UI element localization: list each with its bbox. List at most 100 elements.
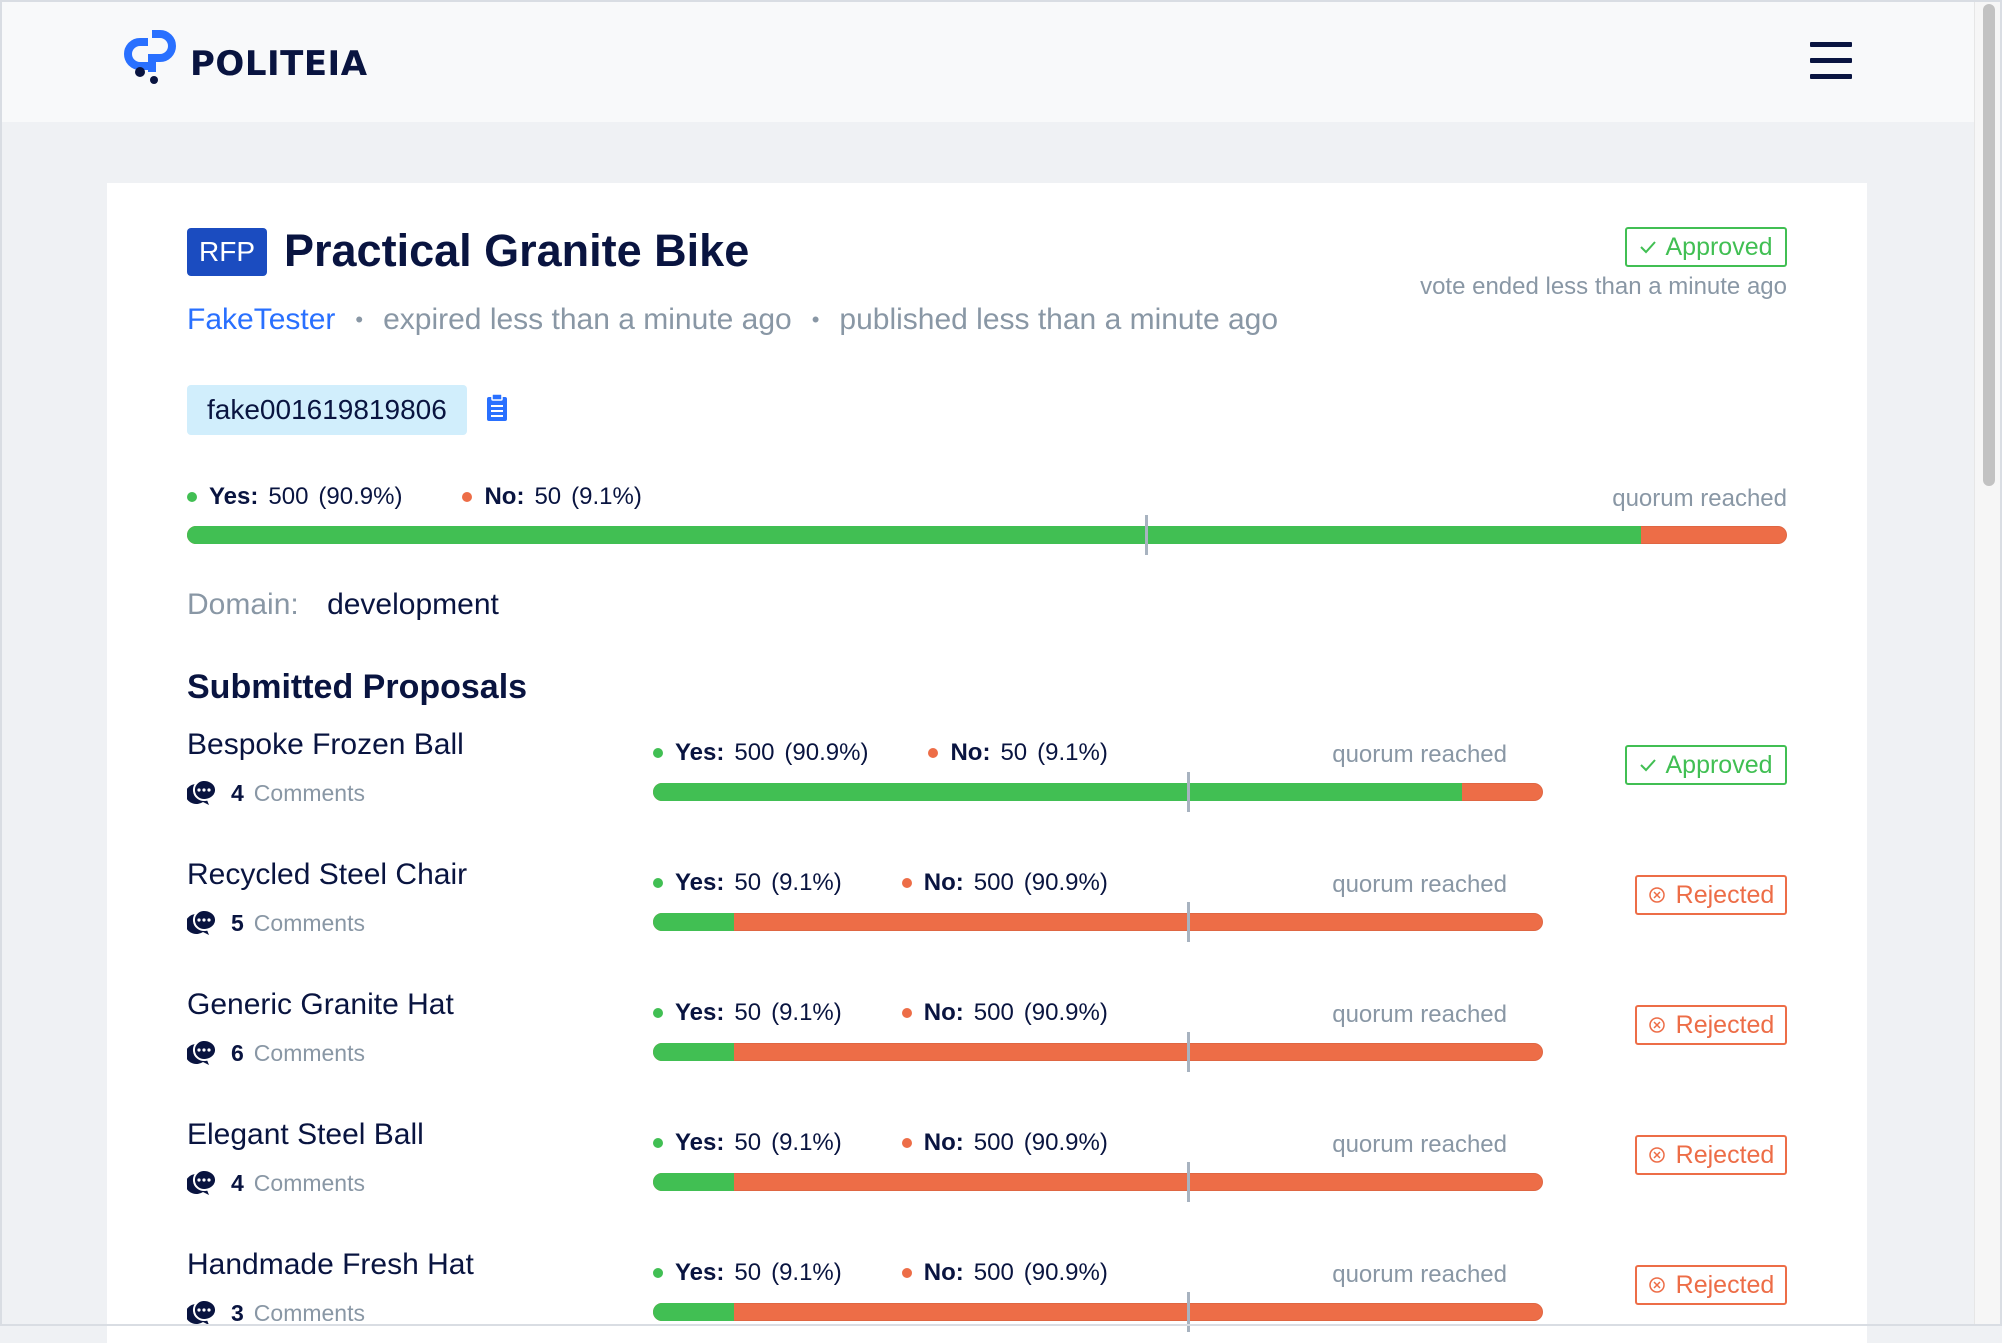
comments-count: 4 bbox=[231, 779, 244, 806]
no-percent: (90.9%) bbox=[1023, 1259, 1108, 1286]
proposal-vote-bar bbox=[653, 1043, 1543, 1061]
yes-percent: (9.1%) bbox=[771, 1259, 842, 1286]
proposal-vote-legend: Yes: 50 (9.1%) No: 500 (90.9%) bbox=[653, 999, 1108, 1027]
no-count: 50 bbox=[1000, 739, 1028, 766]
rfp-card: RFP Practical Granite Bike Approved vote… bbox=[107, 183, 1867, 1343]
comments-link[interactable]: 6 Comments bbox=[187, 1038, 365, 1068]
comments-link[interactable]: 3 Comments bbox=[187, 1298, 365, 1328]
submitted-proposals-heading: Submitted Proposals bbox=[187, 668, 528, 706]
yes-count: 50 bbox=[734, 1259, 762, 1286]
status-label: Rejected bbox=[1675, 1140, 1775, 1169]
comments-link[interactable]: 5 Comments bbox=[187, 908, 365, 938]
proposal-name[interactable]: Recycled Steel Chair bbox=[187, 858, 468, 891]
no-dot bbox=[901, 1268, 912, 1278]
proposal-name[interactable]: Bespoke Frozen Ball bbox=[187, 728, 464, 761]
top-header: POLITEIA bbox=[0, 0, 1974, 122]
no-percent: (9.1%) bbox=[1037, 739, 1108, 766]
yes-bar-fill bbox=[653, 1173, 734, 1191]
comments-label: Comments bbox=[253, 779, 365, 806]
expired-text: expired less than a minute ago bbox=[383, 303, 792, 336]
quorum-marker bbox=[1187, 1032, 1190, 1072]
scrollbar-thumb[interactable] bbox=[1983, 4, 1995, 486]
no-dot bbox=[928, 748, 939, 758]
logo-text: POLITEIA bbox=[190, 44, 368, 84]
domain-label: Domain: bbox=[187, 588, 299, 621]
no-percent: (9.1%) bbox=[571, 483, 642, 510]
yes-dot bbox=[653, 1268, 663, 1278]
rejected-circle-x-icon bbox=[1648, 1147, 1665, 1163]
proposal-status-badge: Rejected bbox=[1635, 1135, 1787, 1175]
comments-label: Comments bbox=[253, 909, 365, 936]
comments-count: 3 bbox=[231, 1299, 244, 1326]
comments-count: 6 bbox=[231, 1039, 244, 1066]
rejected-circle-x-icon bbox=[1648, 887, 1665, 903]
yes-bar-fill bbox=[187, 526, 1642, 544]
no-percent: (90.9%) bbox=[1023, 869, 1108, 896]
yes-count: 500 bbox=[734, 739, 775, 766]
proposal-name[interactable]: Handmade Fresh Hat bbox=[187, 1248, 474, 1281]
proposal-vote-legend: Yes: 50 (9.1%) No: 500 (90.9%) bbox=[653, 1129, 1108, 1157]
quorum-status: quorum reached bbox=[1332, 1131, 1507, 1158]
check-icon bbox=[1640, 759, 1657, 772]
quorum-marker bbox=[1187, 1292, 1190, 1332]
comments-label: Comments bbox=[253, 1299, 365, 1326]
rfp-vote-bar bbox=[187, 526, 1787, 544]
proposal-title[interactable]: Practical Granite Bike bbox=[284, 225, 750, 276]
proposal-meta: FakeTester • expired less than a minute … bbox=[187, 303, 1278, 337]
no-label: No: bbox=[923, 1259, 964, 1286]
yes-percent: (9.1%) bbox=[771, 999, 842, 1026]
vote-ended-text: vote ended less than a minute ago bbox=[1420, 273, 1787, 300]
separator-dot: • bbox=[811, 307, 820, 332]
no-label: No: bbox=[923, 869, 964, 896]
proposal-vote-bar bbox=[653, 913, 1543, 931]
rfp-status-badge: Approved bbox=[1625, 227, 1787, 267]
yes-count: 500 bbox=[268, 483, 309, 510]
clipboard-copy-icon[interactable] bbox=[485, 393, 509, 423]
no-count: 500 bbox=[973, 1259, 1014, 1286]
no-percent: (90.9%) bbox=[1023, 999, 1108, 1026]
comments-count: 5 bbox=[231, 909, 244, 936]
proposal-status-badge: Rejected bbox=[1635, 875, 1787, 915]
proposal-name[interactable]: Generic Granite Hat bbox=[187, 988, 454, 1021]
comments-link[interactable]: 4 Comments bbox=[187, 1168, 365, 1198]
no-count: 500 bbox=[973, 869, 1014, 896]
yes-count: 50 bbox=[734, 999, 762, 1026]
no-percent: (90.9%) bbox=[1023, 1129, 1108, 1156]
yes-bar-fill bbox=[653, 783, 1462, 801]
no-label: No: bbox=[950, 739, 991, 766]
quorum-marker bbox=[1187, 902, 1190, 942]
yes-label: Yes: bbox=[675, 739, 725, 766]
politeia-logo[interactable]: POLITEIA bbox=[118, 28, 368, 88]
hamburger-menu-icon[interactable] bbox=[1810, 42, 1854, 80]
yes-percent: (9.1%) bbox=[771, 869, 842, 896]
rejected-circle-x-icon bbox=[1648, 1017, 1665, 1033]
no-label: No: bbox=[484, 483, 525, 510]
politeia-logo-icon bbox=[124, 30, 176, 84]
no-count: 500 bbox=[973, 999, 1014, 1026]
yes-count: 50 bbox=[734, 1129, 762, 1156]
proposal-vote-legend: Yes: 50 (9.1%) No: 500 (90.9%) bbox=[653, 1259, 1108, 1287]
comments-icon bbox=[187, 1298, 217, 1325]
comments-count: 4 bbox=[231, 1169, 244, 1196]
rfp-vote-legend: Yes: 500 (90.9%) No: 50 (9.1%) bbox=[187, 483, 642, 511]
no-label: No: bbox=[923, 1129, 964, 1156]
yes-dot bbox=[653, 1008, 663, 1018]
yes-count: 50 bbox=[734, 869, 762, 896]
comments-link[interactable]: 4 Comments bbox=[187, 778, 365, 808]
yes-bar-fill bbox=[653, 913, 734, 931]
no-dot bbox=[901, 878, 912, 888]
no-label: No: bbox=[923, 999, 964, 1026]
quorum-status: quorum reached bbox=[1332, 1001, 1507, 1028]
no-count: 500 bbox=[973, 1129, 1014, 1156]
separator-dot: • bbox=[355, 307, 364, 332]
proposal-name[interactable]: Elegant Steel Ball bbox=[187, 1118, 424, 1151]
proposal-vote-legend: Yes: 50 (9.1%) No: 500 (90.9%) bbox=[653, 869, 1108, 897]
status-label: Rejected bbox=[1675, 1010, 1775, 1039]
proposal-vote-bar bbox=[653, 783, 1543, 801]
author-link[interactable]: FakeTester bbox=[187, 303, 336, 336]
domain-value: development bbox=[327, 588, 499, 621]
yes-label: Yes: bbox=[675, 999, 725, 1026]
vertical-scrollbar[interactable] bbox=[1974, 0, 2002, 1326]
status-label: Rejected bbox=[1675, 1270, 1775, 1299]
yes-dot bbox=[653, 878, 663, 888]
